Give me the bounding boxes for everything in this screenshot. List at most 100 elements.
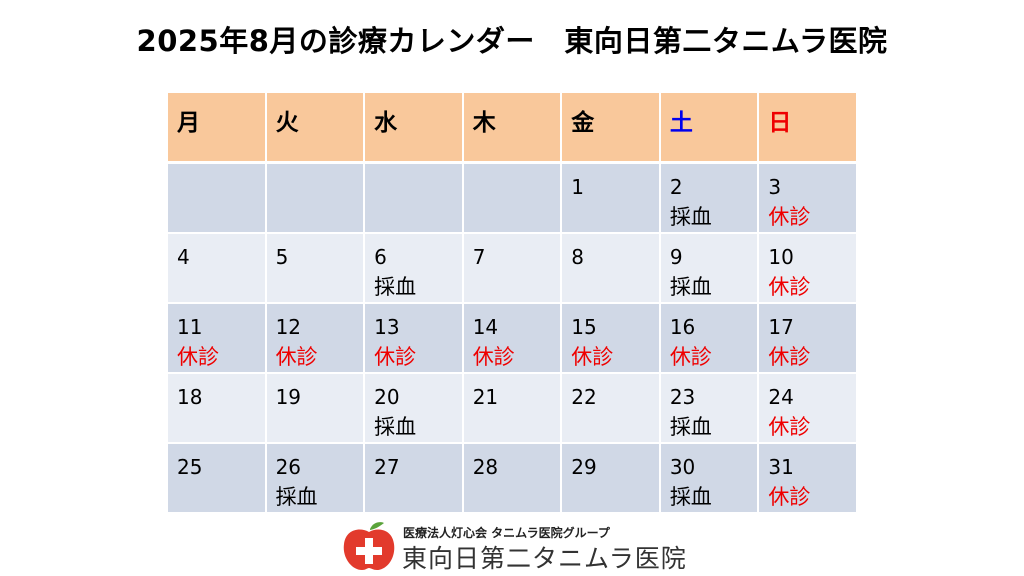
calendar-day-cell: 23 採血 <box>658 371 760 444</box>
calendar-body: 1 2 採血 3 休診 4 5 6 採血 7 8 9 採血 10 休診 11 休診 12 休診 13 休診 14 休診 15 休… <box>166 161 858 514</box>
closed-label: 休診 <box>472 344 515 369</box>
closed-label: 休診 <box>768 484 811 509</box>
day-number: 23 <box>669 384 696 409</box>
calendar-day-cell: 30 採血 <box>658 441 760 514</box>
closed-label: 休診 <box>571 344 614 369</box>
calendar-week-row: 18 19 20 採血 21 22 23 採血 24 休診 <box>166 371 858 444</box>
calendar-day-cell <box>461 161 563 234</box>
day-number: 6 <box>374 244 387 269</box>
day-number: 31 <box>768 454 794 479</box>
blood-test-label: 採血 <box>669 484 712 509</box>
day-number: 2 <box>669 174 683 199</box>
day-number: 3 <box>768 174 782 199</box>
calendar-day-cell: 18 <box>166 371 267 444</box>
day-number: 10 <box>768 244 794 269</box>
page-title: 2025年8月の診療カレンダー 東向日第二タニムラ医院 <box>136 24 888 58</box>
calendar-day-cell: 28 <box>461 441 563 514</box>
calendar-week-row: 4 5 6 採血 7 8 9 採血 10 休診 <box>166 231 858 304</box>
day-number: 11 <box>177 314 203 339</box>
blood-test-label: 採血 <box>669 204 712 229</box>
calendar-day-cell: 1 <box>560 161 661 234</box>
calendar-day-cell: 24 休診 <box>757 371 858 444</box>
blood-test-label: 採血 <box>669 274 712 299</box>
calendar-day-cell: 6 採血 <box>363 231 464 304</box>
day-number: 1 <box>571 174 584 199</box>
weekday-fri: 金 <box>560 91 661 164</box>
clinic-group-text: 医療法人灯心会 タニムラ医院グループ <box>403 526 610 540</box>
calendar-day-cell: 16 休診 <box>658 301 760 374</box>
weekday-wed: 水 <box>363 91 464 164</box>
weekday-sat: 土 <box>658 91 760 164</box>
day-number: 7 <box>472 244 486 269</box>
day-number: 30 <box>669 454 696 479</box>
weekday-mon: 月 <box>166 91 267 164</box>
closed-label: 休診 <box>669 344 712 369</box>
calendar-day-cell: 7 <box>461 231 563 304</box>
apple-cross-icon <box>343 522 395 570</box>
calendar-week-row: 25 26 採血 27 28 29 30 採血 31 休診 <box>166 441 858 514</box>
day-number: 5 <box>275 244 289 269</box>
clinic-name-text: 東向日第二タニムラ医院 <box>402 544 687 573</box>
day-number: 22 <box>571 384 597 409</box>
calendar-day-cell: 12 休診 <box>264 301 366 374</box>
day-number: 26 <box>275 454 302 479</box>
day-number: 18 <box>177 384 203 409</box>
calendar-day-cell: 4 <box>166 231 267 304</box>
calendar-day-cell: 19 <box>264 371 366 444</box>
calendar-day-cell: 8 <box>560 231 661 304</box>
day-number: 15 <box>571 314 597 339</box>
day-number: 25 <box>177 454 203 479</box>
day-number: 19 <box>275 384 302 409</box>
calendar-day-cell: 25 <box>166 441 267 514</box>
blood-test-label: 採血 <box>275 484 318 509</box>
calendar-day-cell: 26 採血 <box>264 441 366 514</box>
day-number: 13 <box>374 314 400 339</box>
day-number: 8 <box>571 244 584 269</box>
day-number: 20 <box>374 384 400 409</box>
calendar-day-cell <box>166 161 267 234</box>
closed-label: 休診 <box>374 344 417 369</box>
calendar-day-cell: 31 休診 <box>757 441 858 514</box>
weekday-thu: 木 <box>461 91 563 164</box>
calendar-day-cell: 15 休診 <box>560 301 661 374</box>
calendar-day-cell: 21 <box>461 371 563 444</box>
blood-test-label: 採血 <box>374 274 417 299</box>
calendar-week-row: 1 2 採血 3 休診 <box>166 161 858 234</box>
day-number: 29 <box>571 454 597 479</box>
day-number: 17 <box>768 314 794 339</box>
calendar-day-cell: 5 <box>264 231 366 304</box>
weekday-sun: 日 <box>757 91 858 164</box>
day-number: 16 <box>669 314 696 339</box>
day-number: 14 <box>472 314 499 339</box>
calendar-day-cell: 17 休診 <box>757 301 858 374</box>
weekday-header-row: 月 火 水 木 金 土 日 <box>166 91 858 164</box>
day-number: 24 <box>768 384 794 409</box>
calendar-day-cell: 9 採血 <box>658 231 760 304</box>
calendar-day-cell: 20 採血 <box>363 371 464 444</box>
day-number: 21 <box>472 384 499 409</box>
calendar-day-cell <box>264 161 366 234</box>
calendar-day-cell: 11 休診 <box>166 301 267 374</box>
day-number: 12 <box>275 314 302 339</box>
closed-label: 休診 <box>768 414 811 439</box>
calendar-day-cell: 2 採血 <box>658 161 760 234</box>
calendar-table: 月 火 水 木 金 土 日 1 2 採血 3 休診 4 5 6 採血 7 8 9 採血 10 休診 11 休診 1… <box>166 91 858 514</box>
clinic-logo: 医療法人灯心会 タニムラ医院グループ 東向日第二タニムラ医院 <box>340 520 686 573</box>
blood-test-label: 採血 <box>669 414 712 439</box>
closed-label: 休診 <box>768 344 811 369</box>
closed-label: 休診 <box>177 344 219 369</box>
calendar-week-row: 11 休診 12 休診 13 休診 14 休診 15 休診 16 休診 17 休診 <box>166 301 858 374</box>
closed-label: 休診 <box>768 204 811 229</box>
day-number: 4 <box>177 244 190 269</box>
closed-label: 休診 <box>768 274 811 299</box>
calendar-day-cell: 10 休診 <box>757 231 858 304</box>
calendar-day-cell: 13 休診 <box>363 301 464 374</box>
calendar-day-cell: 29 <box>560 441 661 514</box>
calendar-day-cell: 27 <box>363 441 464 514</box>
blood-test-label: 採血 <box>374 414 417 439</box>
closed-label: 休診 <box>275 344 318 369</box>
day-number: 28 <box>472 454 499 479</box>
calendar-day-cell: 3 休診 <box>757 161 858 234</box>
weekday-tue: 火 <box>264 91 366 164</box>
calendar-day-cell: 22 <box>560 371 661 444</box>
